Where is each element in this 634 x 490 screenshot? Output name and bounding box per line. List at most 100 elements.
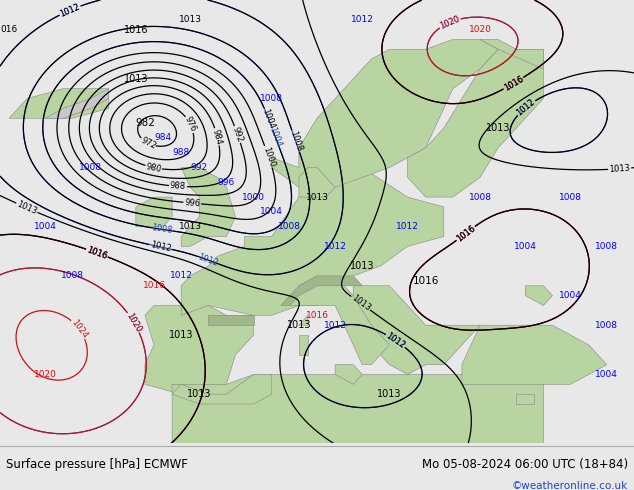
Text: 1016: 1016 <box>143 281 165 290</box>
Text: 1012: 1012 <box>324 242 347 251</box>
Text: 1012: 1012 <box>351 15 373 24</box>
Text: 1020: 1020 <box>124 311 143 334</box>
Text: 1008: 1008 <box>469 193 491 201</box>
Text: 1016: 1016 <box>86 245 108 261</box>
Text: 1020: 1020 <box>469 25 491 34</box>
Text: 1016: 1016 <box>455 223 477 244</box>
Polygon shape <box>480 39 543 69</box>
Text: 992: 992 <box>231 125 244 144</box>
Text: 1008: 1008 <box>79 163 102 172</box>
Text: 1016: 1016 <box>86 245 108 261</box>
Polygon shape <box>516 394 534 404</box>
Text: 1012: 1012 <box>149 240 172 254</box>
Text: 1016: 1016 <box>413 276 439 286</box>
Text: 1008: 1008 <box>151 223 173 235</box>
Text: 984: 984 <box>211 128 224 146</box>
Text: 996: 996 <box>218 178 235 187</box>
Polygon shape <box>335 365 362 384</box>
Text: 976: 976 <box>183 115 198 134</box>
Text: 1016: 1016 <box>124 24 148 35</box>
Text: 972: 972 <box>139 136 157 151</box>
Text: 1013: 1013 <box>169 330 193 340</box>
Text: 1013: 1013 <box>349 294 372 313</box>
Text: 988: 988 <box>170 181 186 191</box>
Text: 1008: 1008 <box>559 193 582 201</box>
Text: 1016: 1016 <box>502 74 525 93</box>
Text: 1013: 1013 <box>350 261 375 271</box>
Text: 1000: 1000 <box>261 146 276 168</box>
Text: 1008: 1008 <box>260 94 283 103</box>
Text: 1016: 1016 <box>455 223 477 244</box>
Polygon shape <box>353 286 480 374</box>
Text: 1008: 1008 <box>61 271 84 280</box>
Polygon shape <box>181 168 235 246</box>
Text: 1004: 1004 <box>514 242 537 251</box>
Polygon shape <box>408 49 543 197</box>
Polygon shape <box>299 168 335 197</box>
Text: Surface pressure [hPa] ECMWF: Surface pressure [hPa] ECMWF <box>6 458 188 471</box>
Text: 1013: 1013 <box>179 222 202 231</box>
Text: 982: 982 <box>135 118 155 128</box>
Text: ©weatheronline.co.uk: ©weatheronline.co.uk <box>512 481 628 490</box>
Polygon shape <box>526 286 552 305</box>
Text: 1013: 1013 <box>609 164 631 174</box>
Polygon shape <box>172 374 543 443</box>
Text: 1012: 1012 <box>396 222 419 231</box>
Text: 1012: 1012 <box>384 331 407 350</box>
Text: 1013: 1013 <box>187 389 212 399</box>
Polygon shape <box>145 305 254 394</box>
Text: 988: 988 <box>172 148 190 157</box>
Polygon shape <box>299 316 308 325</box>
Text: 1004: 1004 <box>268 125 283 148</box>
Polygon shape <box>172 374 272 404</box>
Text: 1012: 1012 <box>170 271 193 280</box>
Polygon shape <box>136 197 172 227</box>
Text: 1020: 1020 <box>34 370 56 379</box>
Text: 1004: 1004 <box>261 207 283 217</box>
Polygon shape <box>9 89 108 118</box>
Text: 1012: 1012 <box>515 98 537 118</box>
Text: 1013: 1013 <box>486 123 510 133</box>
Text: 1012: 1012 <box>515 98 537 118</box>
Text: 1013: 1013 <box>15 199 38 216</box>
Text: 1012: 1012 <box>197 252 219 268</box>
Text: 1016: 1016 <box>455 223 477 244</box>
Polygon shape <box>281 276 362 305</box>
Text: 1016: 1016 <box>86 245 108 261</box>
Text: 1012: 1012 <box>58 2 81 19</box>
Text: 1012: 1012 <box>58 2 81 19</box>
Text: 1004: 1004 <box>34 222 56 231</box>
Text: 1013: 1013 <box>377 389 402 399</box>
Polygon shape <box>181 168 444 316</box>
Text: 1013: 1013 <box>306 193 328 201</box>
Text: Mo 05-08-2024 06:00 UTC (18+84): Mo 05-08-2024 06:00 UTC (18+84) <box>422 458 628 471</box>
Polygon shape <box>45 89 108 118</box>
Text: 1013: 1013 <box>287 320 311 330</box>
Text: 1008: 1008 <box>595 242 618 251</box>
Text: 1008: 1008 <box>288 130 303 152</box>
Text: 980: 980 <box>145 162 163 173</box>
Text: 1020: 1020 <box>438 14 461 31</box>
Polygon shape <box>209 316 254 325</box>
Polygon shape <box>290 276 389 365</box>
Text: 1013: 1013 <box>124 74 148 84</box>
Text: 1000: 1000 <box>242 193 265 201</box>
Text: 1012: 1012 <box>384 331 407 350</box>
Text: 1020: 1020 <box>124 311 143 334</box>
Polygon shape <box>462 325 607 384</box>
Text: 1016: 1016 <box>502 74 525 93</box>
Text: 984: 984 <box>155 133 172 143</box>
Text: 1004: 1004 <box>595 370 618 379</box>
Text: 1008: 1008 <box>595 320 618 330</box>
Text: 1008: 1008 <box>278 222 301 231</box>
Text: 1012: 1012 <box>324 320 347 330</box>
Text: 1004: 1004 <box>261 107 276 130</box>
Text: 992: 992 <box>191 163 208 172</box>
Text: 1016: 1016 <box>502 74 525 93</box>
Text: 1013: 1013 <box>179 15 202 24</box>
Text: 1004: 1004 <box>559 291 582 300</box>
Text: 016: 016 <box>1 25 18 34</box>
Text: 996: 996 <box>184 198 200 208</box>
Polygon shape <box>299 335 308 355</box>
Text: 1016: 1016 <box>306 311 328 320</box>
